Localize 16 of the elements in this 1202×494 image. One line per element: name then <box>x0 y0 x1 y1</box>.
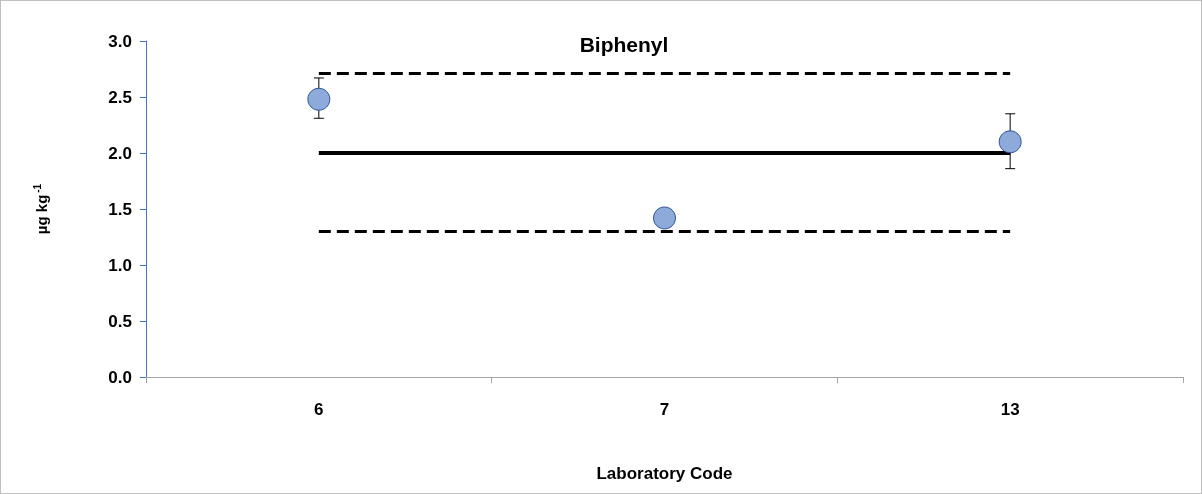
y-tick-label: 2.0 <box>108 143 132 163</box>
y-tick-label: 1.5 <box>108 199 132 219</box>
point <box>653 206 676 230</box>
point <box>998 130 1022 154</box>
y-tick-label: 2.5 <box>108 87 132 107</box>
y-tick-label: 1.0 <box>108 255 132 275</box>
x-tick-label: 7 <box>659 400 670 419</box>
x-axis-title: Laboratory Code <box>596 464 733 483</box>
point <box>307 87 331 111</box>
x-tick-label: 13 <box>1000 400 1020 419</box>
y-tick-label: 0.0 <box>108 367 132 387</box>
chart-title: Biphenyl <box>579 33 669 56</box>
x-tick-label: 6 <box>314 400 324 419</box>
y-tick-label: 0.5 <box>108 311 132 331</box>
y-tick-label: 3.0 <box>108 31 132 51</box>
y-axis-title: µg kg-1 <box>31 183 50 235</box>
